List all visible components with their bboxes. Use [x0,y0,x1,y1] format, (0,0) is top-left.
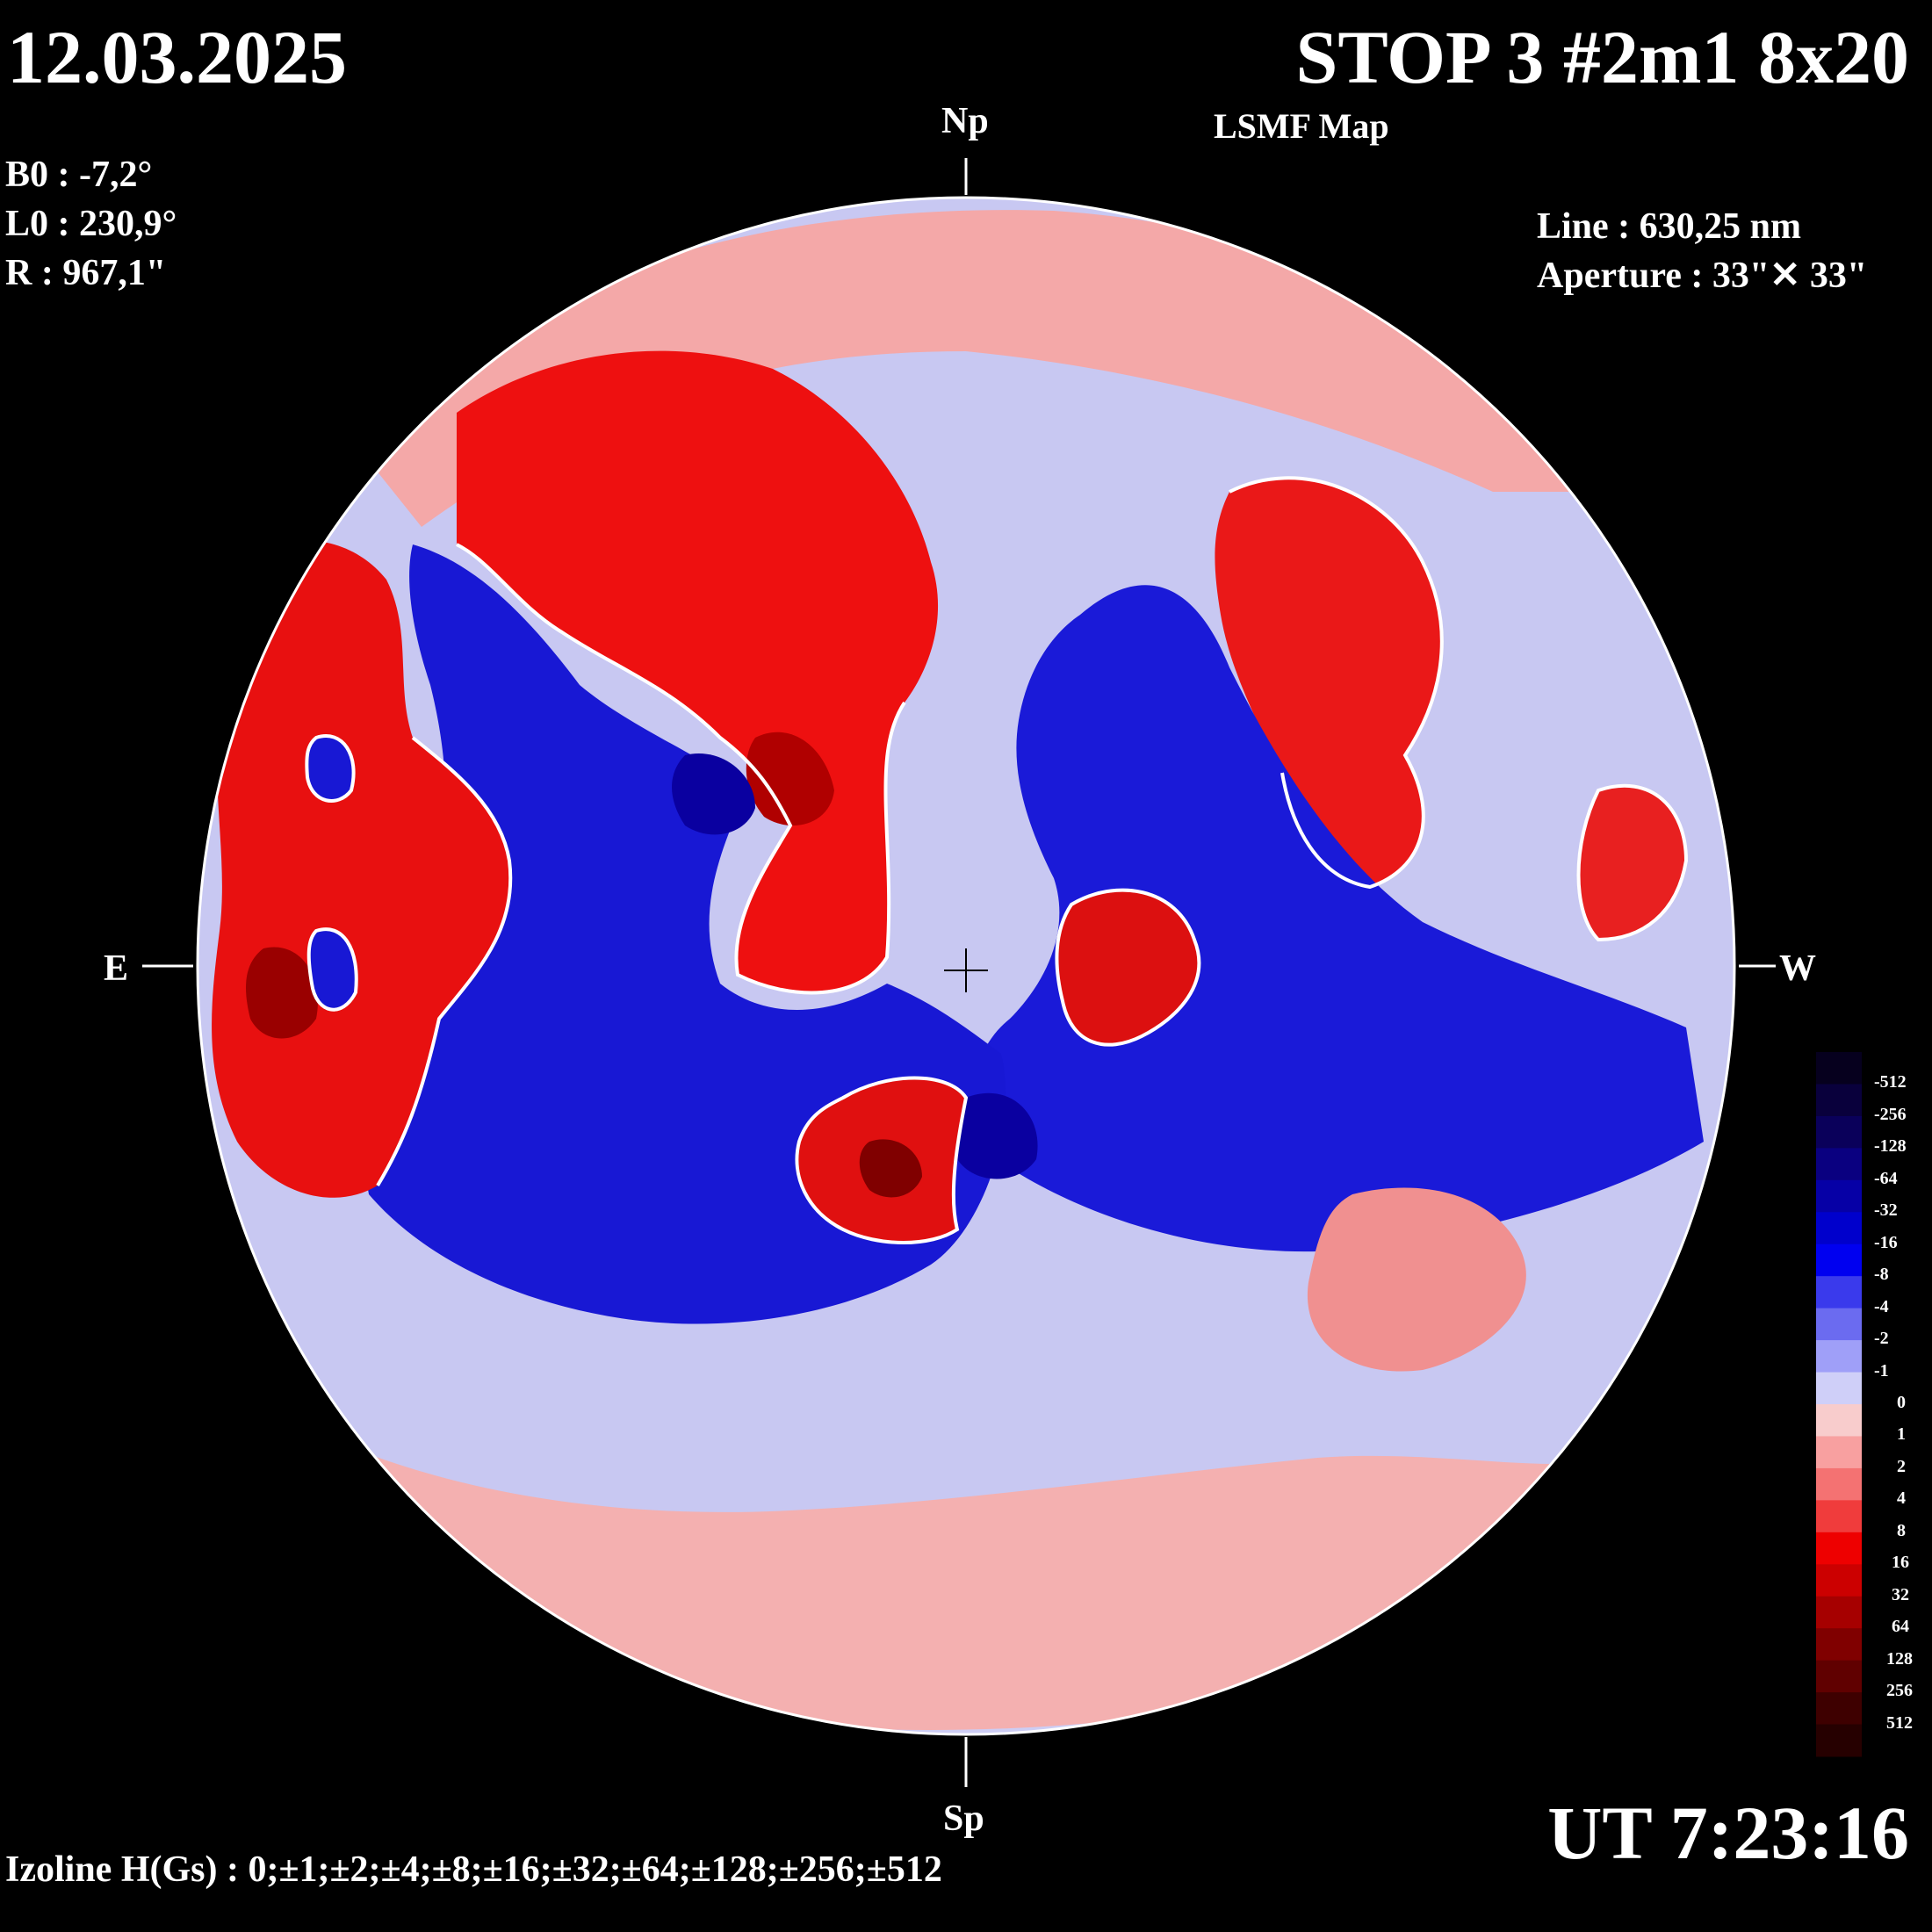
map-title: STOP 3 #2m1 8x20 [1295,15,1909,99]
region-north-positive [457,350,939,993]
colorbar-level-label: 32 [1892,1584,1909,1604]
direction-ticks [142,158,1776,1787]
colorbar-level-label: -64 [1874,1168,1898,1188]
colorbar-swatch [1816,1084,1862,1117]
param-r: R : 967,1" [5,253,167,293]
colorbar-swatch [1816,1148,1862,1181]
colorbar-swatch [1816,1628,1862,1662]
colorbar-level-label: -256 [1874,1104,1907,1124]
colorbar-swatch [1816,1724,1862,1757]
direction-south: Sp [943,1799,984,1839]
colorbar-level-label: 8 [1897,1520,1906,1540]
colorbar-level-label: 128 [1886,1648,1913,1669]
observation-time: UT 7:23:16 [1547,1791,1909,1875]
param-b0: B0 : -7,2° [5,155,153,195]
colorbar-swatch [1816,1564,1862,1597]
map-subtitle: LSMF Map [1214,106,1389,146]
colorbar-swatch [1816,1467,1862,1501]
colorbar-level-label: 256 [1886,1681,1913,1701]
colorbar-level-label: 1 [1897,1424,1906,1445]
colorbar-swatch [1816,1212,1862,1245]
colorbar-swatch [1816,1372,1862,1405]
colorbar-swatch [1816,1660,1862,1693]
colorbar-level-label: 64 [1892,1617,1909,1637]
colorbar-swatch [1816,1115,1862,1149]
colorbar-swatch [1816,1596,1862,1629]
colorbar-swatch [1816,1532,1862,1565]
colorbar-swatch [1816,1308,1862,1341]
colorbar-level-label: -4 [1874,1296,1889,1316]
blue-island-1 [306,736,354,801]
direction-west: W [1779,948,1816,989]
colorbar-swatch [1816,1276,1862,1309]
colorbar-swatch [1816,1244,1862,1277]
center-cross [944,948,988,992]
region-west-negative [973,585,1704,1252]
instrument-line: Line : 630,25 nm [1537,206,1802,247]
colorbar-level-label: 2 [1897,1456,1906,1476]
blue-island-2 [308,929,357,1010]
colorbar [1816,1052,1862,1757]
colorbar-level-label: -512 [1874,1072,1907,1092]
colorbar-level-label: 0 [1897,1393,1906,1412]
observation-date: 12.03.2025 [7,15,347,99]
colorbar-swatch [1816,1340,1862,1373]
disk-limb [196,196,1736,1736]
region-north-positive-dark [746,732,834,825]
zero-isolines [305,476,1689,1244]
direction-east: E [104,948,129,989]
colorbar-level-label: -32 [1874,1200,1898,1221]
region-center-positive-1 [1056,890,1200,1045]
colorbar-swatch [1816,1500,1862,1533]
region-central-negative-dark [672,753,755,835]
colorbar-level-label: -8 [1874,1265,1889,1285]
colorbar-level-label: -2 [1874,1329,1889,1349]
colorbar-level-label: -1 [1874,1360,1889,1381]
region-east-positive-dark [246,947,318,1039]
colorbar-swatch [1816,1052,1862,1085]
isoline-legend: Izoline H(Gs) : 0;±1;±2;±4;±8;±16;±32;±6… [5,1849,942,1890]
param-l0: L0 : 230,9° [5,204,177,244]
colorbar-swatch [1816,1436,1862,1469]
colorbar-level-label: -16 [1874,1232,1898,1252]
instrument-aperture: Aperture : 33"✕ 33" [1537,256,1868,296]
colorbar-level-label: -128 [1874,1136,1907,1157]
colorbar-level-label: 16 [1892,1553,1909,1573]
region-center-positive-2-dark [859,1139,922,1198]
direction-north: Np [941,101,989,141]
region-north-weak-positive [351,210,1625,527]
region-ne-positive [1215,478,1442,887]
colorbar-level-label: 4 [1897,1489,1906,1509]
colorbar-swatch [1816,1404,1862,1437]
region-central-negative-dark-2 [951,1092,1038,1179]
colorbar-swatch [1816,1179,1862,1213]
colorbar-swatch [1816,1692,1862,1726]
region-sw-weak-positive [1307,1187,1526,1372]
colorbar-level-label: 512 [1886,1712,1913,1733]
region-nw-positive-2 [1578,785,1686,940]
